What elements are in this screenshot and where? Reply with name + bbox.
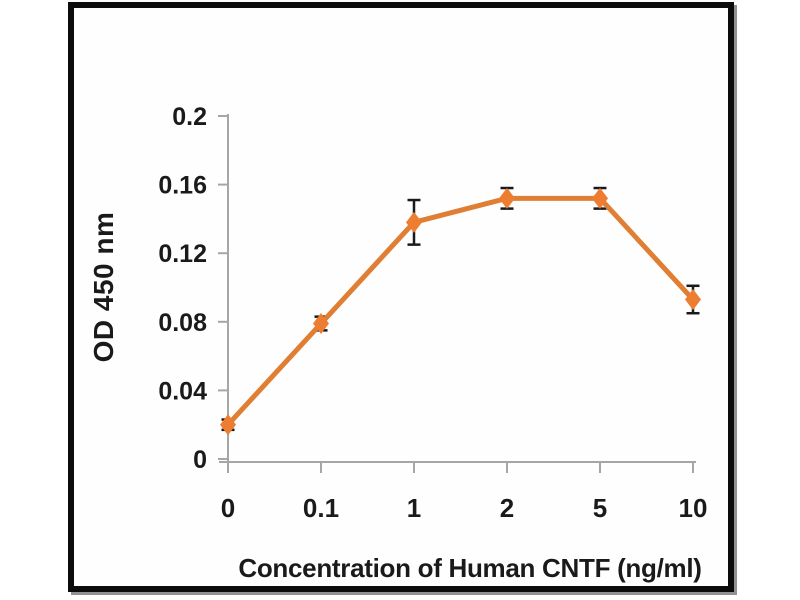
error-bars — [221, 186, 700, 432]
axes — [218, 114, 696, 473]
tick-labels: 0 0.04 0.08 0.12 0.16 0.2 0 0.1 1 2 5 10 — [158, 103, 707, 523]
diamond-marker — [499, 187, 515, 209]
diamond-marker — [313, 313, 329, 335]
diamond-marker — [406, 211, 422, 233]
y-tick-label: 0.08 — [158, 309, 207, 337]
x-tick-label: 0 — [221, 493, 235, 523]
y-tick-label: 0.2 — [172, 103, 207, 131]
x-tick-label: 2 — [500, 493, 514, 523]
x-tick-label: 10 — [679, 493, 708, 523]
x-tick-label: 1 — [407, 493, 421, 523]
series-polyline — [225, 195, 696, 428]
y-tick-label: 0.04 — [158, 377, 207, 405]
diamond-marker — [592, 187, 608, 209]
x-axis-title: Concentration of Human CNTF (ng/ml) — [238, 553, 702, 583]
x-tick-label: 0.1 — [303, 493, 339, 523]
diamond-marker — [220, 414, 236, 436]
data-point-markers — [220, 187, 701, 436]
y-tick-label: 0.12 — [158, 240, 207, 268]
y-tick-label: 0.16 — [158, 172, 207, 200]
x-tick-label: 5 — [593, 493, 607, 523]
chart-panel — [68, 2, 734, 592]
y-axis-title: OD 450 nm — [88, 211, 119, 363]
data-series-line — [225, 195, 696, 428]
y-tick-label: 0 — [193, 446, 207, 474]
diamond-marker — [685, 289, 701, 311]
